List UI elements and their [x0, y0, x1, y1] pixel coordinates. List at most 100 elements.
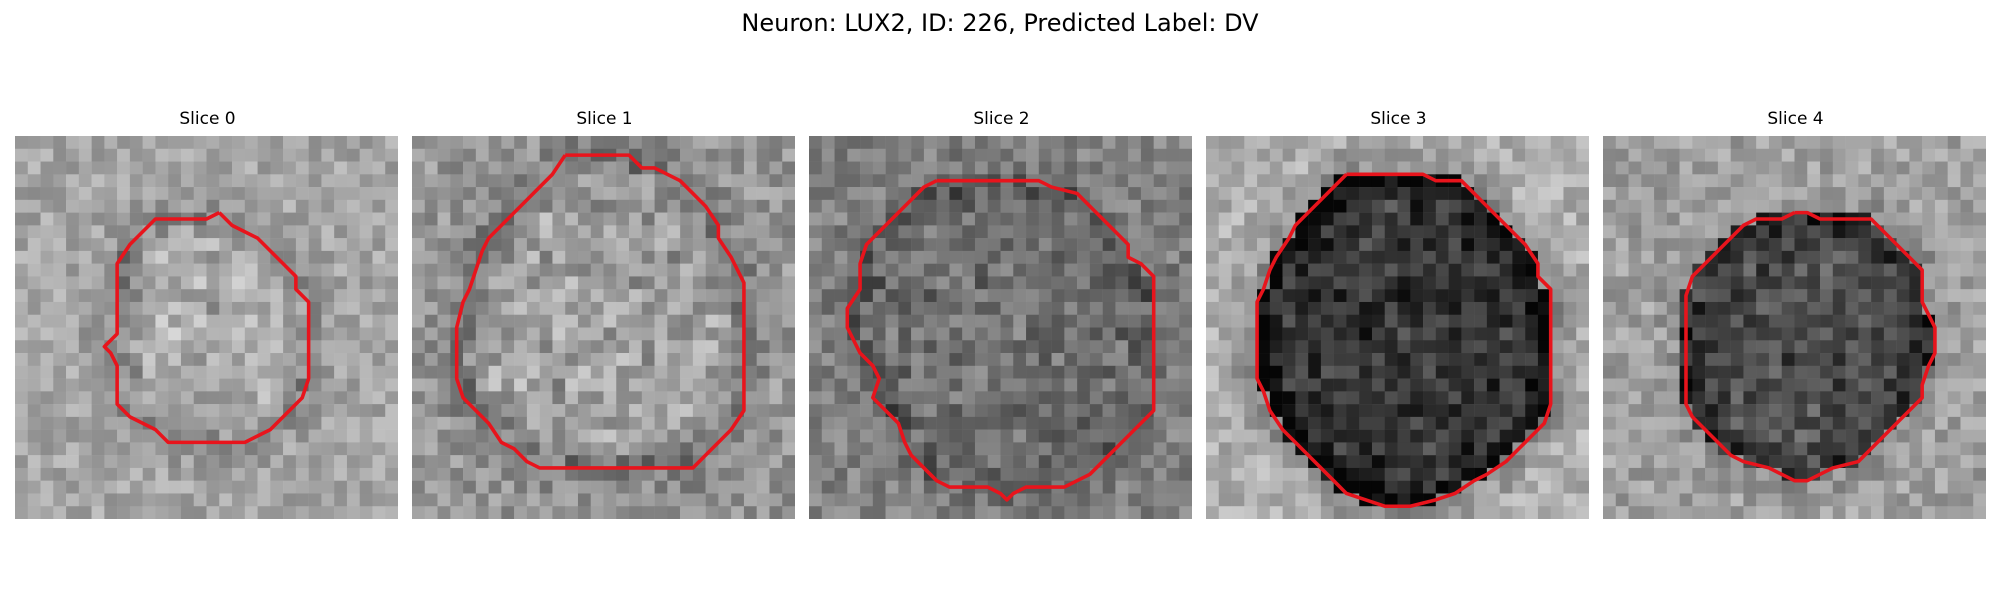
- pixel: [359, 161, 373, 175]
- pixel: [1922, 199, 1936, 213]
- pixel: [1013, 327, 1027, 341]
- pixel: [334, 174, 348, 188]
- pixel: [577, 161, 591, 175]
- pixel: [437, 455, 451, 469]
- pixel: [692, 136, 706, 150]
- pixel: [321, 506, 335, 519]
- pixel: [667, 340, 681, 354]
- pixel: [718, 161, 732, 175]
- pixel: [974, 199, 988, 213]
- pixel: [565, 442, 579, 456]
- pixel: [1563, 467, 1577, 481]
- pixel: [872, 276, 886, 290]
- pixel: [1679, 442, 1693, 456]
- pixel: [629, 480, 643, 494]
- pixel: [1423, 314, 1437, 328]
- pixel: [911, 148, 925, 162]
- pixel: [667, 276, 681, 290]
- pixel: [437, 314, 451, 328]
- pixel: [936, 250, 950, 264]
- pixel: [40, 391, 54, 405]
- pixel: [117, 416, 131, 430]
- pixel: [731, 378, 745, 392]
- pixel: [1218, 174, 1232, 188]
- pixel: [142, 136, 156, 150]
- pixel: [1717, 506, 1731, 519]
- pixel: [1563, 340, 1577, 354]
- pixel: [334, 429, 348, 443]
- pixel: [629, 174, 643, 188]
- pixel: [1257, 416, 1271, 430]
- pixel: [860, 148, 874, 162]
- pixel: [1973, 391, 1986, 405]
- pixel: [1756, 136, 1770, 150]
- pixel: [1871, 378, 1885, 392]
- pixel: [372, 161, 386, 175]
- pixel: [1166, 276, 1180, 290]
- pixel: [463, 416, 477, 430]
- pixel: [1435, 353, 1449, 367]
- pixel: [1858, 365, 1872, 379]
- pixel: [565, 480, 579, 494]
- pixel: [15, 301, 29, 315]
- pixel: [359, 429, 373, 443]
- pixel: [526, 391, 540, 405]
- pixel: [385, 429, 398, 443]
- pixel: [257, 404, 271, 418]
- pixel: [756, 199, 770, 213]
- pixel: [412, 429, 426, 443]
- pixel: [1576, 174, 1589, 188]
- pixel: [898, 378, 912, 392]
- pixel: [1206, 174, 1220, 188]
- pixel: [1244, 161, 1258, 175]
- pixel: [1089, 391, 1103, 405]
- pixel: [1166, 238, 1180, 252]
- pixel: [590, 276, 604, 290]
- pixel: [1871, 263, 1885, 277]
- pixel: [1973, 455, 1986, 469]
- pixel: [232, 263, 246, 277]
- pixel: [1641, 250, 1655, 264]
- pixel: [577, 301, 591, 315]
- pixel: [1077, 506, 1091, 519]
- pixel: [1615, 378, 1629, 392]
- pixel: [1537, 391, 1551, 405]
- pixel: [283, 199, 297, 213]
- pixel: [129, 314, 143, 328]
- pixel: [1410, 148, 1424, 162]
- pixel: [641, 467, 655, 481]
- pixel: [1397, 467, 1411, 481]
- pixel: [565, 238, 579, 252]
- pixel: [936, 289, 950, 303]
- pixel: [949, 365, 963, 379]
- pixel: [936, 136, 950, 150]
- pixel: [372, 506, 386, 519]
- pixel: [680, 404, 694, 418]
- pixel: [1051, 148, 1065, 162]
- pixel: [1781, 506, 1795, 519]
- pixel: [974, 365, 988, 379]
- pixel: [1486, 276, 1500, 290]
- pixel: [15, 506, 29, 519]
- pixel: [1794, 238, 1808, 252]
- pixel: [1883, 212, 1897, 226]
- pixel: [1140, 199, 1154, 213]
- pixel: [911, 378, 925, 392]
- pixel: [1973, 442, 1986, 456]
- pixel: [1628, 404, 1642, 418]
- pixel: [1883, 442, 1897, 456]
- pixel: [1244, 493, 1258, 507]
- pixel: [1794, 187, 1808, 201]
- pixel: [949, 340, 963, 354]
- pixel: [1909, 276, 1923, 290]
- pixel: [769, 263, 783, 277]
- pixel: [1166, 199, 1180, 213]
- pixel: [463, 442, 477, 456]
- pixel: [809, 199, 823, 213]
- pixel: [1705, 493, 1719, 507]
- pixel: [1576, 442, 1589, 456]
- pixel: [1576, 187, 1589, 201]
- pixel: [40, 301, 54, 315]
- pixel: [1257, 250, 1271, 264]
- pixel: [1320, 301, 1334, 315]
